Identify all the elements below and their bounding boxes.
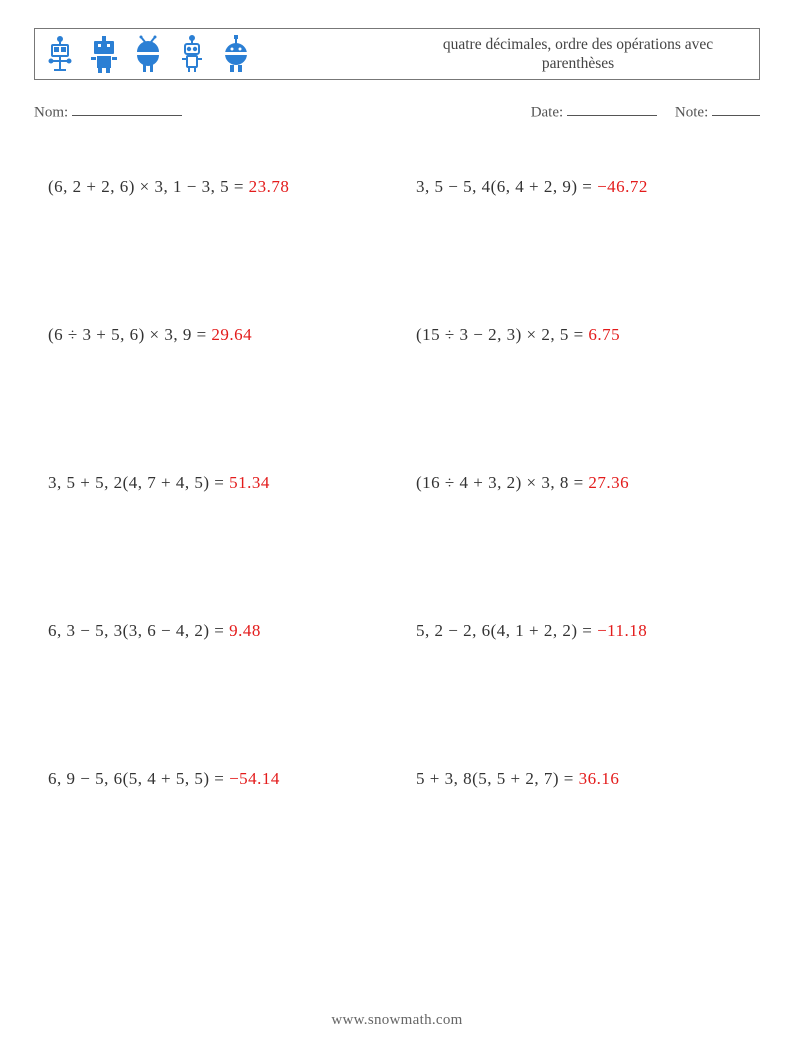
worksheet-title: quatre décimales, ordre des opérations a… [409,35,749,74]
problem-answer: 51.34 [229,473,270,492]
note-blank [712,102,760,116]
problem-item: 3, 5 + 5, 2(4, 7 + 4, 5) = 51.34 [48,473,392,493]
problem-answer: 29.64 [211,325,252,344]
note-field: Note: [675,102,760,121]
problem-answer: −46.72 [597,177,648,196]
date-field: Date: [531,102,657,121]
problem-expression: 5, 2 − 2, 6(4, 1 + 2, 2) = [416,621,597,640]
problem-expression: (6 ÷ 3 + 5, 6) × 3, 9 = [48,325,211,344]
title-line-2: parenthèses [409,54,747,73]
problem-answer: −54.14 [229,769,280,788]
robot-icon [175,34,209,74]
problem-answer: 23.78 [249,177,290,196]
problem-expression: (6, 2 + 2, 6) × 3, 1 − 3, 5 = [48,177,249,196]
problem-item: (16 ÷ 4 + 3, 2) × 3, 8 = 27.36 [416,473,760,493]
meta-row: Nom: Date: Note: [34,102,760,121]
problem-expression: 6, 9 − 5, 6(5, 4 + 5, 5) = [48,769,229,788]
problem-item: 6, 9 − 5, 6(5, 4 + 5, 5) = −54.14 [48,769,392,789]
problem-item: 3, 5 − 5, 4(6, 4 + 2, 9) = −46.72 [416,177,760,197]
problem-answer: 27.36 [588,473,629,492]
problem-answer: 6.75 [588,325,620,344]
problem-expression: (15 ÷ 3 − 2, 3) × 2, 5 = [416,325,588,344]
problem-item: (6 ÷ 3 + 5, 6) × 3, 9 = 29.64 [48,325,392,345]
problem-answer: 9.48 [229,621,261,640]
date-blank [567,102,657,116]
problems-grid: (6, 2 + 2, 6) × 3, 1 − 3, 5 = 23.78 3, 5… [34,177,760,789]
title-line-1: quatre décimales, ordre des opérations a… [409,35,747,54]
problem-expression: 3, 5 − 5, 4(6, 4 + 2, 9) = [416,177,597,196]
problem-expression: 3, 5 + 5, 2(4, 7 + 4, 5) = [48,473,229,492]
problem-expression: 6, 3 − 5, 3(3, 6 − 4, 2) = [48,621,229,640]
date-label: Date: [531,104,563,120]
name-field: Nom: [34,102,182,121]
problem-item: 5 + 3, 8(5, 5 + 2, 7) = 36.16 [416,769,760,789]
problem-item: 6, 3 − 5, 3(3, 6 − 4, 2) = 9.48 [48,621,392,641]
problem-item: 5, 2 − 2, 6(4, 1 + 2, 2) = −11.18 [416,621,760,641]
name-label: Nom: [34,104,68,120]
problem-expression: (16 ÷ 4 + 3, 2) × 3, 8 = [416,473,588,492]
robot-icon [131,34,165,74]
note-label: Note: [675,104,708,120]
problem-answer: −11.18 [597,621,647,640]
robot-icon [219,34,253,74]
header-icons [43,34,253,74]
problem-item: (6, 2 + 2, 6) × 3, 1 − 3, 5 = 23.78 [48,177,392,197]
name-blank [72,102,182,116]
footer-url: www.snowmath.com [0,1012,794,1029]
problem-expression: 5 + 3, 8(5, 5 + 2, 7) = [416,769,579,788]
worksheet-header: quatre décimales, ordre des opérations a… [34,28,760,80]
robot-icon [43,34,77,74]
robot-icon [87,34,121,74]
problem-item: (15 ÷ 3 − 2, 3) × 2, 5 = 6.75 [416,325,760,345]
problem-answer: 36.16 [579,769,620,788]
